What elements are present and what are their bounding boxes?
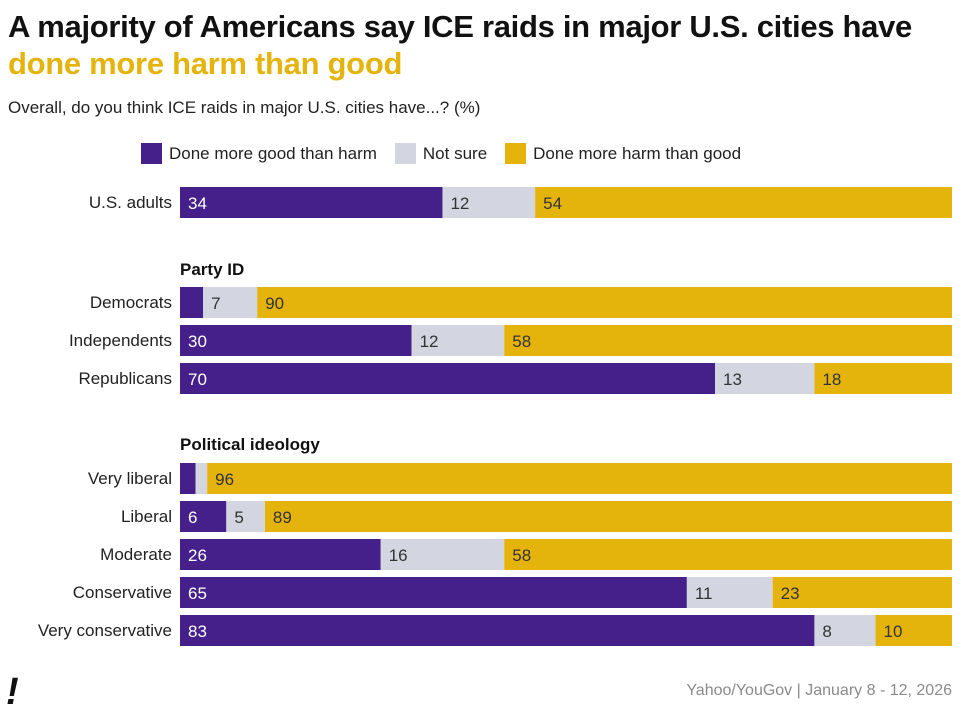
data-label-conservative-done-more-good-than-harm: 65 [188,584,207,603]
data-label-very-conservative-not-sure: 8 [822,622,831,641]
bar-independents-not-sure [411,325,505,356]
bar-moderate-not-sure [380,539,505,570]
group-heading-political-ideology: Political ideology [180,435,320,454]
bar-very-conservative-not-sure [814,615,876,646]
data-label-republicans-done-more-good-than-harm: 70 [188,370,207,389]
legend-item-not-sure: Not sure [394,143,488,164]
data-label-moderate-done-more-good-than-harm: 26 [188,546,207,565]
legend-item-good: Done more good than harm [141,143,377,164]
bar-independents-done-more-harm-than-good [504,325,952,356]
data-label-republicans-not-sure: 13 [723,370,742,389]
bar-democrats-done-more-harm-than-good [257,287,952,318]
brand-logo: ! [6,671,19,713]
data-label-conservative-done-more-harm-than-good: 23 [781,584,800,603]
data-label-moderate-not-sure: 16 [389,546,408,565]
data-label-liberal-done-more-good-than-harm: 6 [188,508,197,527]
bar-liberal-done-more-good-than-harm [180,501,227,532]
category-label-independents: Independents [69,331,172,350]
title-highlight: done more harm than good [8,46,403,81]
bar-u-s-adults-not-sure [442,187,536,218]
data-label-liberal-done-more-harm-than-good: 89 [273,508,292,527]
bar-democrats-not-sure [203,287,258,318]
data-label-conservative-not-sure: 11 [695,584,713,603]
data-label-republicans-done-more-harm-than-good: 18 [822,370,841,389]
data-label-democrats-done-more-harm-than-good: 90 [265,294,284,313]
category-label-liberal: Liberal [121,507,172,526]
bar-liberal-done-more-harm-than-good [264,501,952,532]
bar-republicans-done-more-harm-than-good [814,363,952,394]
bar-very-conservative-done-more-harm-than-good [875,615,952,646]
bar-very-liberal-not-sure [195,463,208,494]
category-label-moderate: Moderate [100,545,172,564]
legend: Done more good than harm Not sure Done m… [141,143,759,164]
data-label-very-conservative-done-more-good-than-harm: 83 [188,622,207,641]
source-note: Yahoo/YouGov | January 8 - 12, 2026 [686,682,952,699]
bar-conservative-done-more-harm-than-good [772,577,952,608]
data-label-independents-done-more-good-than-harm: 30 [188,332,207,351]
bar-very-liberal-done-more-harm-than-good [207,463,952,494]
data-label-u-s-adults-not-sure: 12 [450,194,469,213]
bar-conservative-not-sure [686,577,773,608]
bar-moderate-done-more-harm-than-good [504,539,952,570]
data-label-very-conservative-done-more-harm-than-good: 10 [884,622,903,641]
bar-very-conservative-done-more-good-than-harm [180,615,815,646]
legend-swatch-harm [505,143,527,164]
bar-conservative-done-more-good-than-harm [180,577,687,608]
bar-u-s-adults-done-more-good-than-harm [180,187,443,218]
legend-label-good: Done more good than harm [169,143,377,163]
chart-subtitle: Overall, do you think ICE raids in major… [8,98,481,117]
data-label-very-liberal-done-more-harm-than-good: 96 [215,470,234,489]
data-label-moderate-done-more-harm-than-good: 58 [512,546,531,565]
category-label-conservative: Conservative [73,583,172,602]
bar-republicans-done-more-good-than-harm [180,363,716,394]
category-label-very-conservative: Very conservative [38,621,172,640]
bar-liberal-not-sure [226,501,265,532]
category-label-u-s-adults: U.S. adults [89,193,172,212]
bar-u-s-adults-done-more-harm-than-good [535,187,952,218]
bar-republicans-not-sure [715,363,815,394]
data-label-u-s-adults-done-more-harm-than-good: 54 [543,194,562,213]
legend-swatch-good [141,143,162,164]
legend-label-harm: Done more harm than good [533,143,742,163]
bar-democrats-done-more-good-than-harm [180,287,204,318]
data-label-independents-done-more-harm-than-good: 58 [512,332,531,351]
legend-item-harm: Done more harm than good [505,143,741,164]
bar-independents-done-more-good-than-harm [180,325,412,356]
data-label-democrats-not-sure: 7 [211,294,220,313]
legend-swatch-not-sure [394,143,416,164]
category-label-republicans: Republicans [78,369,172,388]
group-heading-party-id: Party ID [180,260,244,279]
data-label-independents-not-sure: 12 [420,332,439,351]
bar-moderate-done-more-good-than-harm [180,539,381,570]
data-label-u-s-adults-done-more-good-than-harm: 34 [188,194,207,213]
data-label-liberal-not-sure: 5 [234,508,243,527]
category-label-very-liberal: Very liberal [88,469,172,488]
legend-label-not-sure: Not sure [422,143,488,163]
category-label-democrats: Democrats [90,293,172,312]
bar-very-liberal-done-more-good-than-harm [180,463,196,494]
chart-title: A majority of Americans say ICE raids in… [8,8,948,82]
title-text: A majority of Americans say ICE raids in… [8,9,912,44]
